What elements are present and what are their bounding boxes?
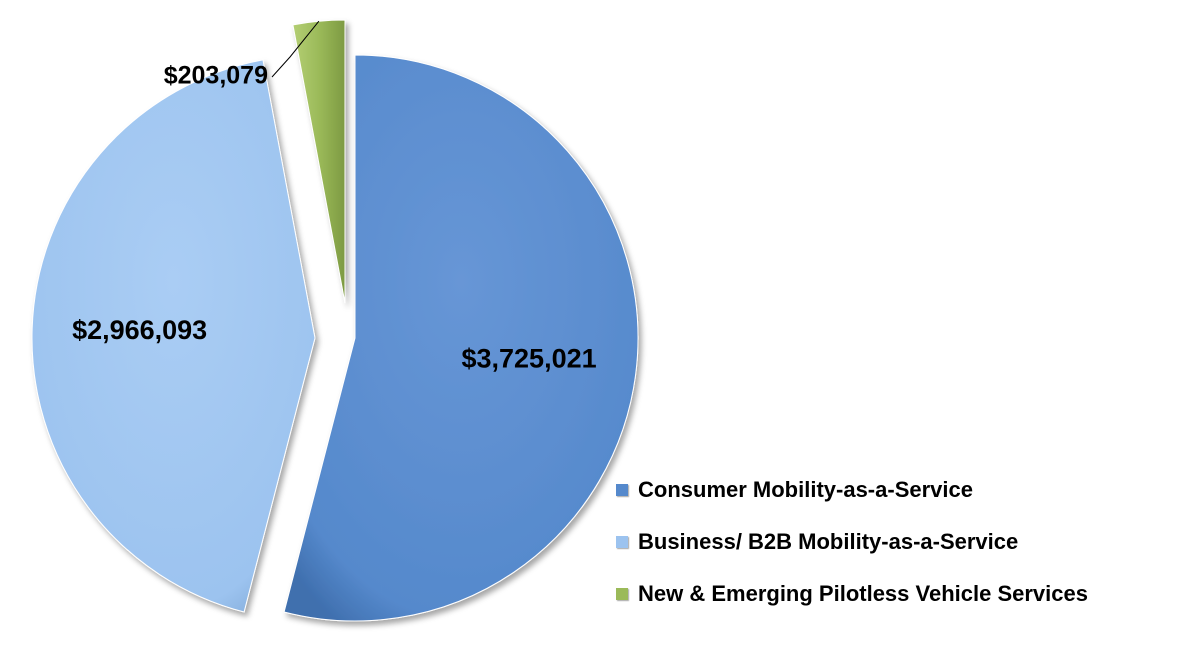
legend-swatch (616, 588, 628, 600)
legend-swatch (616, 536, 628, 548)
leader-line (271, 20, 320, 78)
slice-business (31, 59, 316, 613)
slice-consumer (283, 54, 639, 622)
legend-swatch (616, 484, 628, 496)
legend-item-new-emerging: New & Emerging Pilotless Vehicle Service… (616, 568, 1088, 620)
data-label-business: $2,966,093 (72, 315, 207, 345)
legend-item-consumer: Consumer Mobility-as-a-Service (616, 464, 1088, 516)
legend-label: Business/ B2B Mobility-as-a-Service (638, 529, 1019, 554)
chart-legend: Consumer Mobility-as-a-Service Business/… (616, 464, 1088, 620)
data-label-new-emerging: $203,079 (164, 62, 268, 90)
legend-item-business: Business/ B2B Mobility-as-a-Service (616, 516, 1088, 568)
data-label-consumer: $3,725,021 (461, 343, 596, 373)
legend-label: Consumer Mobility-as-a-Service (638, 477, 973, 502)
slice-new-emerging (292, 19, 346, 304)
legend-label: New & Emerging Pilotless Vehicle Service… (638, 581, 1088, 606)
